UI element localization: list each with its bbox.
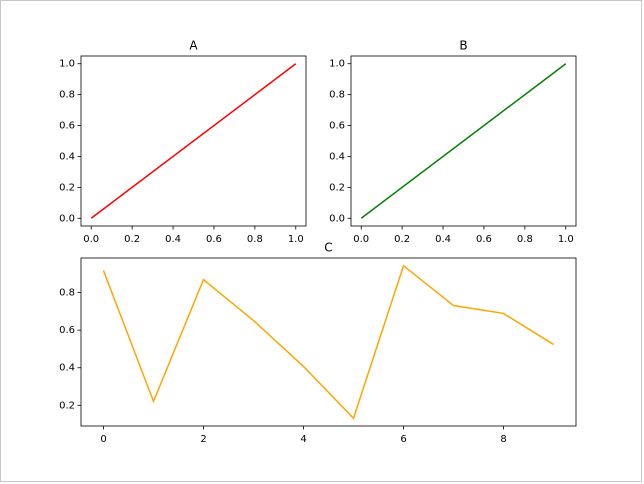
line <box>360 63 567 219</box>
y-tick-label: 0.0 <box>59 213 75 224</box>
chart-title: C <box>324 241 332 255</box>
x-tick-label: 0 <box>100 434 106 445</box>
y-tick-label: 0.4 <box>59 363 75 374</box>
x-tick-label: 6 <box>400 434 406 445</box>
y-tick-label: 0.2 <box>59 400 75 411</box>
axes-frame <box>350 55 577 227</box>
y-tick-label: 0.6 <box>59 121 75 132</box>
chart-title: B <box>459 39 467 53</box>
x-tick-label: 8 <box>500 434 506 445</box>
y-tick-label: 1.0 <box>329 59 345 70</box>
x-tick-label: 0.8 <box>517 234 533 245</box>
y-tick-label: 0.8 <box>329 90 345 101</box>
x-tick-label: 0.6 <box>476 234 492 245</box>
y-tick-label: 0.6 <box>59 325 75 336</box>
y-tick-label: 0.6 <box>329 121 345 132</box>
y-tick-label: 0.4 <box>329 151 345 162</box>
y-tick-label: 0.8 <box>59 90 75 101</box>
y-tick-label: 1.0 <box>59 59 75 70</box>
x-tick-label: 0.6 <box>206 234 222 245</box>
y-tick-label: 0.4 <box>59 151 75 162</box>
x-tick-label: 0.8 <box>247 234 263 245</box>
line <box>90 63 297 219</box>
x-tick-label: 0.0 <box>353 234 369 245</box>
y-tick-label: 0.8 <box>59 288 75 299</box>
axes-frame <box>80 257 577 427</box>
line <box>102 264 554 420</box>
y-tick-label: 0.2 <box>59 182 75 193</box>
x-tick-label: 1.0 <box>558 234 574 245</box>
x-tick-label: 0.0 <box>83 234 99 245</box>
x-tick-label: 0.2 <box>394 234 410 245</box>
x-tick-label: 2 <box>200 434 206 445</box>
chart-title: A <box>189 39 198 53</box>
x-tick-label: 4 <box>300 434 306 445</box>
y-tick-label: 0.0 <box>329 213 345 224</box>
y-tick-label: 0.2 <box>329 182 345 193</box>
x-tick-label: 0.4 <box>165 234 181 245</box>
x-tick-label: 0.4 <box>435 234 451 245</box>
x-tick-label: 0.2 <box>124 234 140 245</box>
x-tick-label: 1.0 <box>288 234 304 245</box>
axes-frame <box>80 55 307 227</box>
